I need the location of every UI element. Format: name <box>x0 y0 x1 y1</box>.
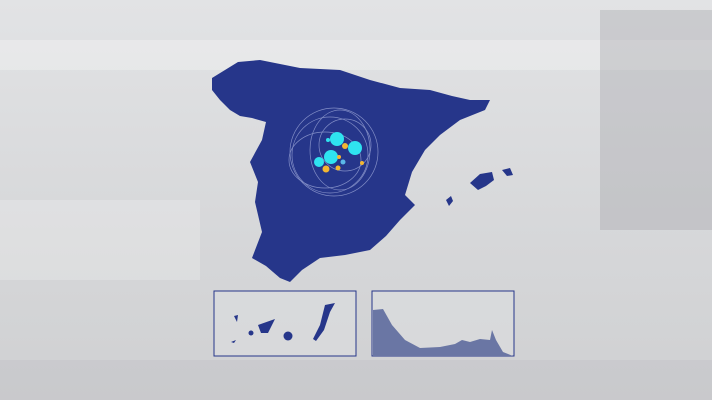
background-band <box>0 40 712 70</box>
tenerife <box>258 319 275 333</box>
la-palma <box>234 315 238 322</box>
background-band <box>0 360 712 400</box>
marker <box>324 150 338 164</box>
mainland-spain[interactable] <box>212 60 490 282</box>
marker <box>314 157 324 167</box>
menorca[interactable] <box>502 168 513 176</box>
ceuta-melilla-inset[interactable] <box>371 290 515 357</box>
background-band <box>0 200 200 280</box>
mallorca[interactable] <box>470 172 494 190</box>
la-gomera <box>248 330 254 336</box>
marker <box>342 143 348 149</box>
el-hierro <box>231 340 236 343</box>
gran-canaria <box>283 331 293 341</box>
data-markers <box>314 132 364 173</box>
orbit-rings <box>288 107 379 197</box>
fuerteventura-lanzarote <box>313 303 335 341</box>
marker <box>337 155 341 159</box>
canary-islands-inset[interactable] <box>213 290 357 357</box>
ibiza[interactable] <box>446 196 453 206</box>
background-band <box>600 10 712 230</box>
marker <box>322 165 330 173</box>
marker <box>326 138 330 142</box>
north-africa-coast <box>373 309 513 356</box>
marker <box>330 132 344 146</box>
marker <box>335 165 341 171</box>
marker <box>348 141 362 155</box>
marker <box>360 161 364 165</box>
marker <box>340 159 346 165</box>
